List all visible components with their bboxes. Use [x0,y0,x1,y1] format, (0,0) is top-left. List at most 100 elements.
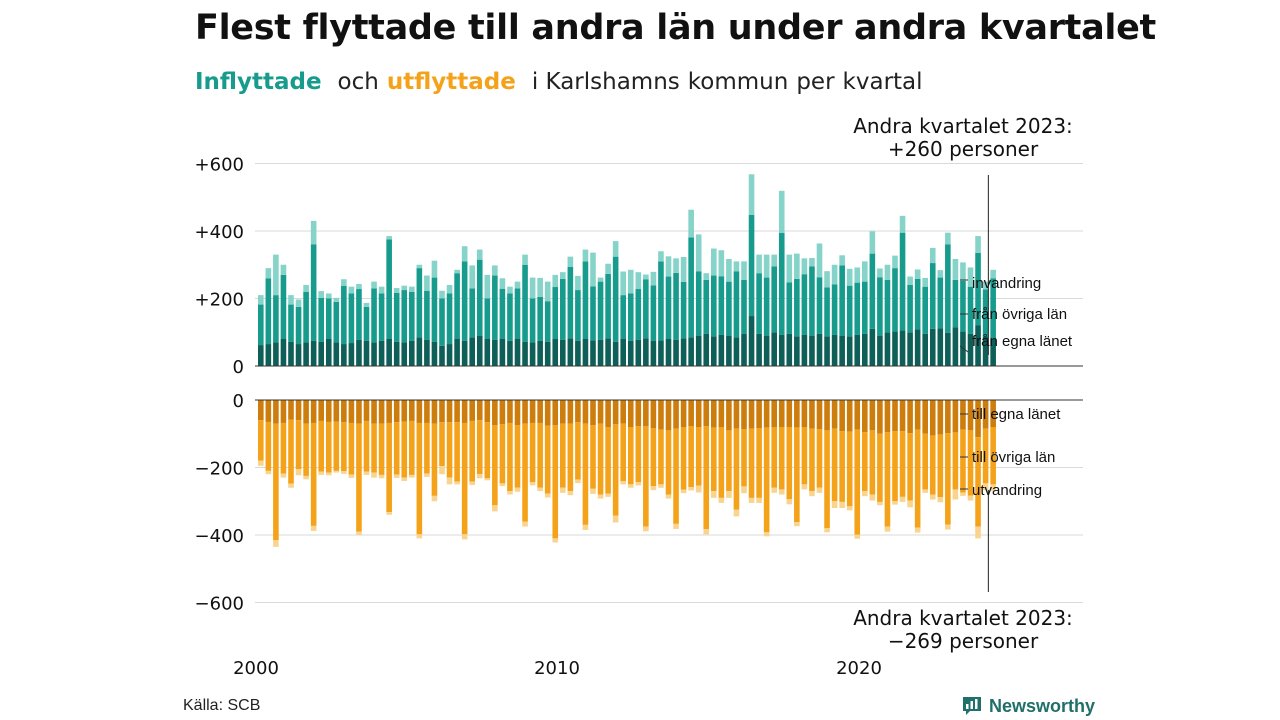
bar-segment [756,497,762,503]
bar-segment [748,214,755,317]
bar-segment [680,489,687,494]
bar-segment [794,253,800,279]
bar-segment [877,400,883,434]
bar-segment [560,487,566,493]
series-label: utvandring [972,482,1042,499]
bar-segment [318,291,324,298]
bar-segment [416,268,423,338]
bar-segment [748,497,755,503]
bar-segment [514,288,521,339]
bar-segment [846,336,853,366]
bar-segment [877,268,883,278]
bar-segment [711,336,717,366]
bar-segment [544,400,551,426]
bar-segment [273,254,279,296]
bar-segment [899,232,906,331]
bar-segment [658,340,664,366]
bar-segment [620,295,626,339]
bar-segment [786,400,793,427]
bar-segment [741,333,747,366]
bar-segment [748,174,755,215]
bar-segment [718,400,725,427]
bar-segment [439,345,445,366]
bar-segment [831,501,838,508]
bar-segment [907,276,913,285]
bar-segment [575,275,581,291]
bar-segment [424,339,430,366]
bar-segment [371,342,377,366]
brand[interactable]: Newsworthy [961,694,1095,718]
bar-segment [288,419,294,484]
bar-segment [280,422,287,474]
bar-segment [318,341,324,366]
annotation-top-line2: +260 personer [887,137,1039,161]
bar-segment [318,471,324,475]
bar-segment [650,285,657,342]
y-tick-label: −400 [195,526,244,547]
bar-segment [869,494,876,501]
bar-segment [688,400,694,427]
bar-segment [356,283,362,290]
bar-segment [846,506,853,511]
series-label: från övriga län [972,306,1067,323]
bar-segment [831,428,838,502]
bar-segment [356,339,362,366]
bar-segment [582,249,589,262]
y-tick-label: −200 [195,459,244,480]
bar-segment [612,515,619,523]
bar-segment [597,494,604,499]
bar-segment [733,400,740,429]
y-tick-label: −600 [195,594,244,615]
annotation-bottom-line2: −269 personer [887,629,1039,653]
bar-segment [492,505,498,512]
bar-segment [627,484,634,488]
bar-segment [763,254,770,278]
bar-segment [409,420,415,475]
bar-segment [695,427,702,486]
bar-segment [371,472,377,478]
bar-segment [409,340,415,366]
bar-segment [809,428,815,492]
bar-segment [258,400,264,421]
bar-segment [643,274,649,280]
bar-segment [763,400,770,428]
bar-segment [975,526,981,539]
bar-segment [333,400,340,422]
bar-segment [303,285,309,292]
bar-segment [975,252,981,326]
bar-segment [862,333,868,366]
bar-segment [341,400,347,423]
bar-segment [529,342,536,366]
bar-segment [507,422,513,492]
bar-segment [409,286,415,292]
bar-segment [507,491,513,495]
bar-segment [635,272,642,290]
bar-segment [333,297,340,302]
bar-segment [575,422,581,480]
bar-segment [824,271,830,288]
bar-segment [809,335,815,366]
bar-segment [431,260,438,278]
bar-segment [635,339,642,366]
brand-name: Newsworthy [989,695,1096,716]
bar-segment [643,279,649,339]
bar-segment [280,400,287,423]
bar-segment [801,427,808,485]
bar-segment [273,400,279,424]
bar-segment [386,339,392,366]
bar-segment [537,277,543,297]
bar-segment [265,344,272,366]
bar-segment [960,429,966,493]
bar-segment [492,339,498,366]
bar-segment [877,335,883,366]
label-leader [959,345,969,353]
bar-segment [695,234,702,272]
bar-segment [303,475,309,480]
bar-segment [990,427,996,485]
bar-segment [982,400,989,429]
bar-segment [492,265,498,276]
bar-segment [809,491,815,497]
bar-segment [839,265,845,336]
bar-segment [333,342,340,366]
bar-segment [862,491,868,497]
